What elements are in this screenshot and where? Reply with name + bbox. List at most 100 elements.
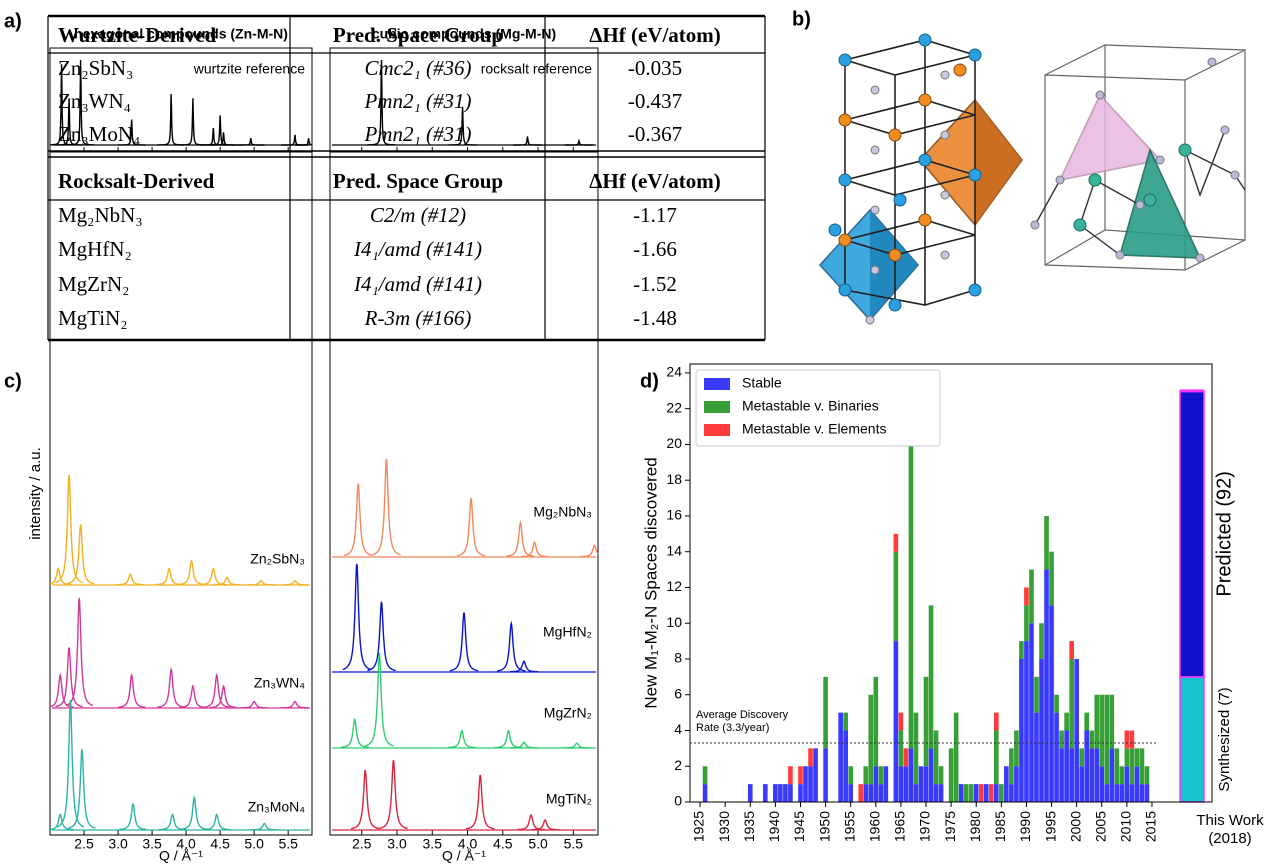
peak — [158, 813, 187, 831]
bar-segment — [1064, 730, 1069, 802]
bar-segment — [1119, 784, 1125, 802]
peak — [520, 541, 549, 558]
annotation: Average Discovery Rate (3.3/year) — [696, 709, 789, 734]
table-cell: Pmn2₁ (#31) — [363, 122, 471, 146]
bar-segment — [803, 766, 808, 802]
bar-segment — [868, 694, 874, 785]
x-tick-label: 1970 — [917, 811, 933, 842]
bar-segment — [893, 641, 899, 802]
bar-segment — [858, 784, 864, 802]
x-tick-label: This Work (2018) — [1196, 812, 1264, 847]
x-tick-label: 1935 — [741, 811, 757, 842]
bar-segment — [1039, 623, 1044, 659]
bar-segment — [1039, 658, 1044, 802]
table-header: Wurtzite-Derived — [58, 23, 217, 47]
bar-segment — [893, 533, 899, 552]
bar-segment — [1014, 730, 1019, 767]
peak — [250, 822, 279, 831]
bar-segment — [913, 712, 919, 785]
x-tick-label: 1995 — [1042, 811, 1058, 842]
bar-segment — [1094, 748, 1100, 802]
bar-segment — [898, 766, 904, 802]
x-tick-label: 2000 — [1067, 811, 1083, 842]
table-cell: -1.17 — [633, 203, 677, 227]
bar-segment — [968, 784, 974, 802]
x-tick-label: 1960 — [867, 811, 883, 842]
bar-segment — [1124, 766, 1130, 802]
peak — [340, 717, 369, 749]
bar-segment — [883, 766, 889, 802]
bar-segment — [1029, 623, 1034, 802]
table-cell: R-3m (#166) — [364, 306, 472, 330]
bar-segment — [1144, 766, 1150, 785]
table-header: Rocksalt-Derived — [58, 169, 215, 193]
peak — [342, 563, 372, 671]
bar-segment — [843, 730, 848, 802]
bar-segment — [1054, 712, 1059, 802]
bar-segment — [988, 784, 994, 802]
bar-segment — [1094, 694, 1100, 749]
bar-segment — [1009, 784, 1014, 802]
y-axis-label: intensity / a.u. — [27, 447, 44, 540]
bar-segment — [868, 784, 874, 802]
bar-segment — [928, 748, 934, 802]
plot-frame — [49, 47, 313, 836]
bar-segment — [1134, 766, 1140, 802]
peak — [516, 814, 546, 831]
bar-segment — [1104, 694, 1110, 785]
bar-segment — [1014, 766, 1019, 802]
bar-segment — [1024, 587, 1029, 606]
bar-segment — [999, 784, 1004, 802]
bar-segment — [1099, 766, 1105, 802]
y-tick-label: 10 — [666, 614, 682, 630]
y-tick-label: 16 — [666, 507, 682, 523]
panel-label: d) — [640, 370, 659, 392]
bar-segment — [1069, 748, 1074, 802]
peak — [55, 98, 83, 146]
table-header: ΔHf (eV/atom) — [589, 23, 721, 47]
peak — [240, 700, 268, 709]
peak — [209, 132, 238, 146]
bar-segment — [994, 784, 999, 802]
bar-segment — [1034, 676, 1039, 713]
bar-segment — [1059, 730, 1064, 749]
bar-segment — [778, 784, 783, 802]
x-tick-label: 4.0 — [176, 836, 196, 852]
series-label: Mg₂NbN₃ — [533, 504, 592, 520]
bar-segment — [1129, 784, 1135, 802]
bar-segment — [913, 784, 919, 802]
peak — [202, 813, 231, 831]
crystal-structures — [818, 33, 1246, 325]
x-axis-label: Q / Å⁻¹ — [159, 848, 203, 864]
y-tick-label: 20 — [666, 435, 682, 451]
x-tick-label: 1930 — [716, 811, 732, 842]
peak — [456, 498, 486, 557]
peak — [157, 667, 185, 708]
bar-segment — [783, 784, 788, 802]
series-label: rocksalt reference — [481, 61, 592, 77]
bar-segment — [923, 676, 929, 767]
bar-segment — [788, 784, 793, 802]
bar-segment — [1069, 641, 1074, 659]
bar-segment — [1074, 658, 1079, 802]
bar-segment — [1139, 748, 1145, 785]
bar-segment — [1114, 748, 1120, 785]
table-cell: Zn₃WN₄ — [58, 89, 131, 113]
bar-segment — [1019, 641, 1024, 659]
plot-frame — [329, 47, 599, 836]
peak — [49, 567, 72, 586]
x-tick-label: 1945 — [791, 811, 807, 842]
bar-segment — [953, 712, 959, 802]
table-cell: I4₁/amd (#141) — [353, 272, 482, 296]
table-cell: -0.035 — [628, 56, 682, 80]
bar-segment — [848, 784, 853, 802]
table-cell: Mg₂NbN₃ — [58, 203, 143, 227]
x-tick-label: 4.0 — [458, 836, 478, 852]
table-cell: -1.48 — [633, 306, 677, 330]
x-tick-label: 2010 — [1118, 811, 1134, 842]
y-axis-label: New M₁-M₂-N Spaces discovered — [641, 457, 660, 708]
bar-segment — [1084, 712, 1090, 731]
peak — [295, 138, 312, 146]
x-tick-label: 2.5 — [74, 836, 94, 852]
table-cell: -1.66 — [633, 237, 677, 261]
